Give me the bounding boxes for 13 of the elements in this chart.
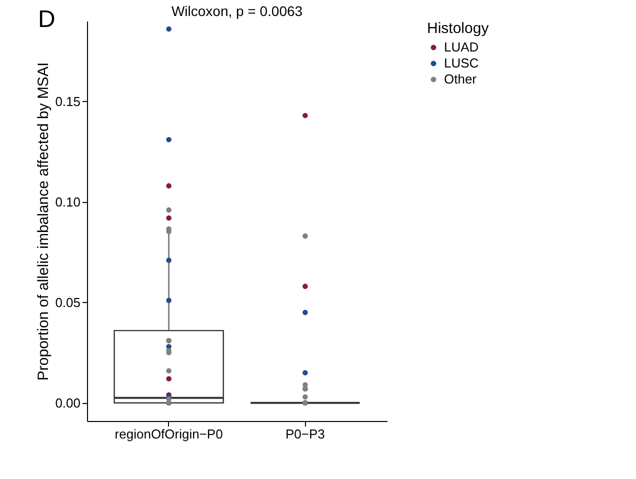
text: D <box>38 6 56 34</box>
legend-title: Histology <box>427 20 490 37</box>
legend-label: Other <box>444 72 478 86</box>
legend-label: LUSC <box>444 56 479 70</box>
legend-label: LUAD <box>444 40 479 54</box>
x-tick-label: P0−P3 <box>285 426 325 442</box>
y-axis-title: Proportion of allelic imbalance affected by MSAI <box>35 62 52 381</box>
y-tick-label: 0.10 <box>55 194 80 210</box>
y-tick-label: 0.00 <box>55 395 80 410</box>
chart-title: Wilcoxon, p = 0.0063 <box>171 3 303 19</box>
x-tick-label: regionOfOrigin−P0 <box>114 426 223 442</box>
y-tick-label: 0.05 <box>55 294 80 310</box>
y-tick-label: 0.15 <box>55 94 80 109</box>
